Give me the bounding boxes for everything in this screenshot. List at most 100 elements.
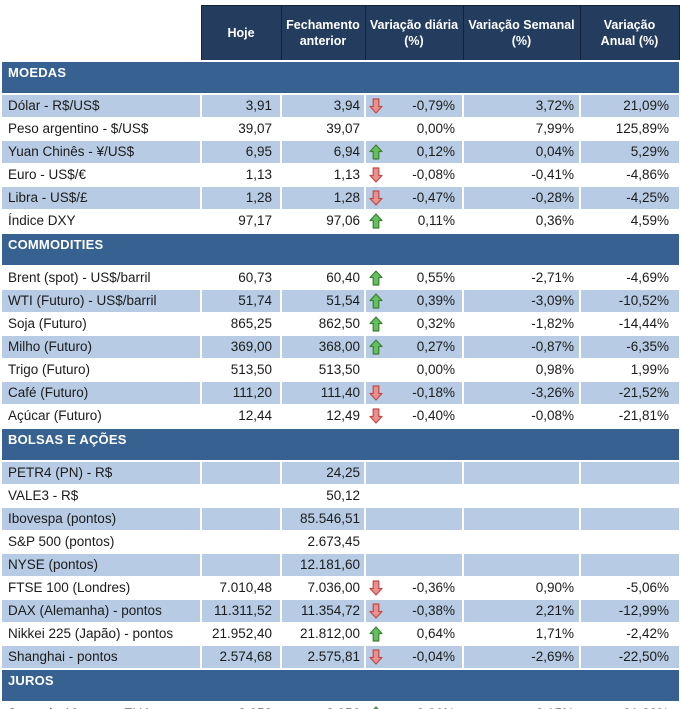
today-value-cell (201, 553, 282, 577)
weekly-variation-cell: 2,21% (463, 599, 581, 623)
daily-variation-cell: -0,04% (365, 645, 464, 670)
annual-variation-cell (580, 484, 679, 508)
weekly-variation-cell: 1,71% (463, 622, 581, 646)
asset-name-cell: Milho (Futuro) (2, 335, 202, 359)
table-row: Ibovespa (pontos) 85.546,51 (2, 507, 679, 531)
previous-close-cell: 51,54 (281, 289, 366, 313)
column-header: Variação diária (%) (364, 5, 464, 62)
daily-variation-cell: 0,00% (365, 358, 464, 382)
down-arrow-icon (369, 98, 383, 114)
annual-variation-cell: -21,52% (580, 381, 679, 405)
annual-variation-cell (580, 530, 679, 554)
daily-variation-cell: 0,11% (365, 209, 464, 234)
today-value-cell: 1,13 (201, 163, 282, 187)
weekly-variation-cell: 7,99% (463, 117, 581, 141)
today-value-cell (201, 484, 282, 508)
table-row: Soja (Futuro) 865,25 862,50 0,32% -1,82% -14,… (2, 312, 679, 336)
previous-close-cell: 97,06 (281, 209, 366, 234)
table-row: WTI (Futuro) - US$/barril 51,74 51,54 0,39%… (2, 289, 679, 313)
previous-close-cell: 7.036,00 (281, 576, 366, 600)
up-arrow-icon (369, 626, 383, 642)
weekly-variation-cell (463, 484, 581, 508)
daily-variation-cell (365, 553, 464, 577)
annual-variation-cell: -14,44% (580, 312, 679, 336)
annual-variation-cell (580, 461, 679, 485)
up-arrow-icon (369, 270, 383, 286)
weekly-variation-cell: -2,71% (463, 266, 581, 290)
corner-cell (2, 5, 201, 61)
today-value-cell (201, 530, 282, 554)
previous-close-cell: 12,49 (281, 404, 366, 429)
previous-close-cell: 12.181,60 (281, 553, 366, 577)
market-table: Hoje Fechamento anterior Variação diária (… (2, 5, 680, 709)
table-row: Açúcar (Futuro) 12,44 12,49 -0,40% -0,08% -21… (2, 404, 679, 429)
previous-close-cell: 368,00 (281, 335, 366, 359)
asset-name-cell: VALE3 - R$ (2, 484, 202, 508)
today-value-cell: 3,91 (201, 94, 282, 118)
asset-name-cell: Soja (Futuro) (2, 312, 202, 336)
daily-variation-cell: 0,39% (365, 289, 464, 313)
previous-close-cell: 2.673,45 (281, 530, 366, 554)
previous-close-cell: 60,40 (281, 266, 366, 290)
daily-variation-cell: -0,38% (365, 599, 464, 623)
previous-close-cell: 3,056 (281, 702, 366, 709)
section-row-juros: JUROS (2, 668, 679, 703)
today-value-cell: 2.574,68 (201, 645, 282, 670)
table-row: Libra - US$/£ 1,28 1,28 -0,47% -0,28% -4,25% (2, 186, 679, 210)
down-arrow-icon (369, 580, 383, 596)
asset-name-cell: Nikkei 225 (Japão) - pontos (2, 622, 202, 646)
annual-variation-cell (580, 507, 679, 531)
daily-variation-cell: 0,32% (365, 312, 464, 336)
weekly-variation-cell: 0,98% (463, 358, 581, 382)
annual-variation-cell: -21,81% (580, 404, 679, 429)
weekly-variation-cell: -0,41% (463, 163, 581, 187)
today-value-cell: 60,73 (201, 266, 282, 290)
column-header-row: Hoje Fechamento anterior Variação diária (… (2, 5, 680, 62)
asset-name-cell: PETR4 (PN) - R$ (2, 461, 202, 485)
daily-variation-cell: 0,27% (365, 335, 464, 359)
today-value-cell: 21.952,40 (201, 622, 282, 646)
today-value-cell: 7.010,48 (201, 576, 282, 600)
daily-variation-cell (365, 484, 464, 508)
asset-name-cell: Brent (spot) - US$/barril (2, 266, 202, 290)
asset-name-cell: Shanghai - pontos (2, 645, 202, 670)
table-row: Dólar - R$/US$ 3,91 3,94 -0,79% 3,72% 21,09% (2, 94, 679, 118)
asset-name-cell: Açúcar (Futuro) (2, 404, 202, 429)
today-value-cell: 865,25 (201, 312, 282, 336)
asset-name-cell: Café (Futuro) (2, 381, 202, 405)
weekly-variation-cell: -2,69% (463, 645, 581, 670)
weekly-variation-cell: -0,28% (463, 186, 581, 210)
up-arrow-icon (369, 213, 383, 229)
annual-variation-cell (580, 553, 679, 577)
section-header-bolsas-e-a-es: BOLSAS E AÇÕES (2, 427, 679, 462)
today-value-cell: 6,95 (201, 140, 282, 164)
table-row: PETR4 (PN) - R$ 24,25 (2, 461, 679, 485)
up-arrow-icon (369, 144, 383, 160)
daily-variation-cell: -0,40% (365, 404, 464, 429)
asset-name-cell: Índice DXY (2, 209, 202, 234)
table-row: FTSE 100 (Londres) 7.010,48 7.036,00 -0,36%… (2, 576, 679, 600)
table-row: Trigo (Futuro) 513,50 513,50 0,00% 0,98% 1,99… (2, 358, 679, 382)
down-arrow-icon (369, 167, 383, 183)
daily-variation-cell: -0,79% (365, 94, 464, 118)
column-header: Fechamento anterior (280, 5, 366, 62)
daily-variation-cell (365, 530, 464, 554)
section-row-moedas: MOEDAS (2, 60, 679, 95)
down-arrow-icon (369, 603, 383, 619)
asset-name-cell: Yuan Chinês - ¥/US$ (2, 140, 202, 164)
column-header: Hoje (200, 5, 282, 62)
annual-variation-cell: -5,06% (580, 576, 679, 600)
daily-variation-cell: -0,36% (365, 576, 464, 600)
section-header-juros: JUROS (2, 668, 679, 703)
asset-name-cell: Juros de 10 anos - EUA (2, 702, 202, 709)
today-value-cell: 97,17 (201, 209, 282, 234)
daily-variation-cell (365, 507, 464, 531)
annual-variation-cell: 1,99% (580, 358, 679, 382)
today-value-cell: 111,20 (201, 381, 282, 405)
daily-variation-cell: 0,06% (365, 702, 464, 709)
today-value-cell: 1,28 (201, 186, 282, 210)
table-row: Milho (Futuro) 369,00 368,00 0,27% -0,87% -6,… (2, 335, 679, 359)
annual-variation-cell: -22,50% (580, 645, 679, 670)
table-row: Shanghai - pontos 2.574,68 2.575,81 -0,04% -… (2, 645, 679, 670)
